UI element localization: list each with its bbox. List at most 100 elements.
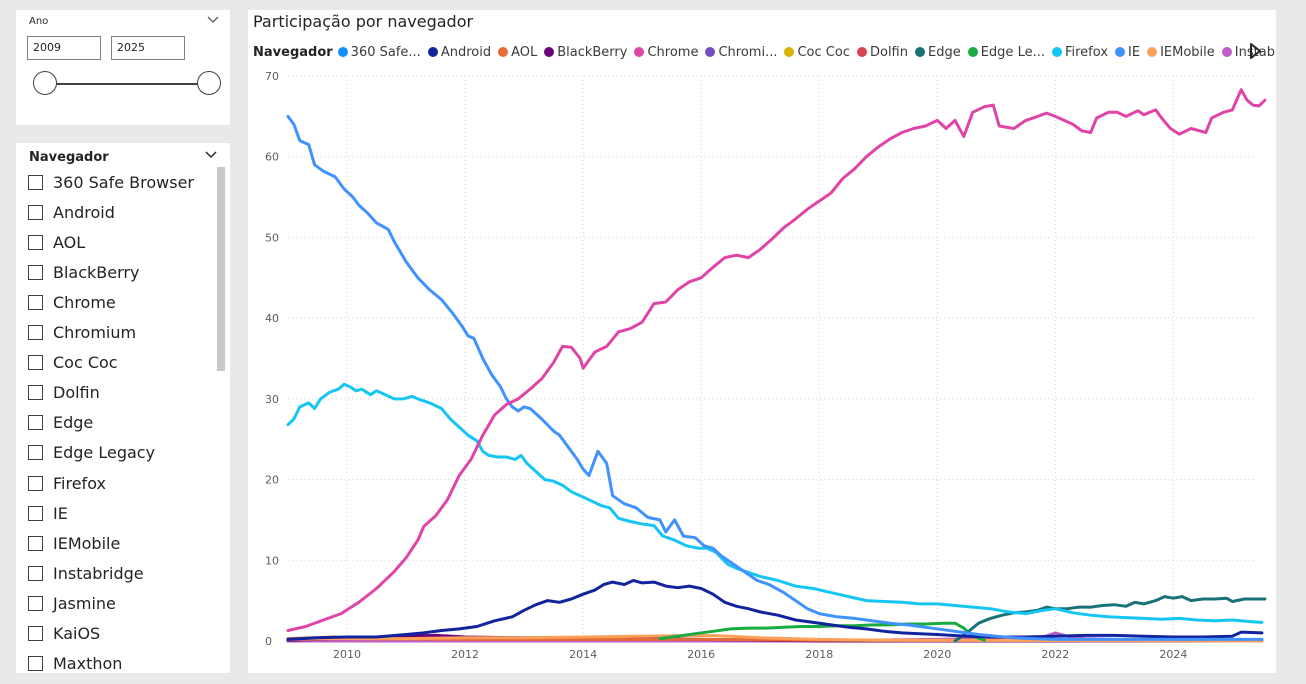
legend-item[interactable]: Edge [915, 45, 961, 60]
legend-dot [1221, 47, 1232, 57]
browser-option[interactable]: Chrome [28, 291, 116, 313]
browser-option[interactable]: Maxthon [28, 653, 122, 673]
year-slider-track[interactable] [44, 83, 210, 85]
browser-option-label: KaiOS [53, 624, 101, 643]
browser-option[interactable]: Edge Legacy [28, 442, 155, 464]
legend-dot [1147, 47, 1158, 57]
legend-item-label: IE [1128, 44, 1141, 60]
legend-item[interactable]: Chromi... [705, 45, 777, 60]
checkbox[interactable] [28, 385, 43, 401]
legend-item[interactable]: Android [427, 44, 492, 60]
legend-item[interactable]: AOL [498, 45, 537, 60]
browser-option[interactable]: KaiOS [28, 623, 100, 645]
browser-option-label: IEMobile [53, 533, 121, 553]
legend-item[interactable]: Instabri... [1221, 44, 1276, 60]
checkbox[interactable] [28, 475, 43, 491]
legend-dot [634, 47, 645, 57]
browser-option-label: IE [53, 503, 68, 523]
legend-item-label: Chrome [647, 44, 699, 60]
year-from-input[interactable]: 2009 [27, 36, 101, 60]
checkbox[interactable] [28, 204, 43, 220]
legend-item[interactable]: Coc Coc [784, 45, 850, 60]
browser-option-label: Chromium [53, 323, 137, 342]
x-tick-label: 2020 [923, 648, 951, 661]
legend-item[interactable]: IEMobile [1147, 45, 1215, 60]
checkbox[interactable] [28, 565, 43, 581]
checkbox[interactable] [28, 595, 43, 611]
legend-item-label: Instabri... [1234, 44, 1276, 60]
legend-item[interactable]: BlackBerry [544, 45, 627, 60]
browser-option-label: AOL [53, 232, 86, 252]
checkbox[interactable] [28, 325, 43, 340]
x-tick-label: 2012 [451, 648, 479, 661]
y-tick-label: 0 [265, 635, 272, 648]
checkbox[interactable] [28, 505, 43, 521]
checkbox[interactable] [28, 656, 43, 672]
legend-item-label: Android [440, 44, 492, 60]
y-tick-label: 30 [265, 393, 279, 406]
year-to-input[interactable]: 2025 [111, 36, 185, 60]
chart-legend: Navegador 360 Safe... Android AOL BlackBerr… [253, 43, 1276, 61]
browser-option-label: Instabridge [53, 563, 144, 583]
checkbox[interactable] [28, 174, 43, 190]
legend-item-label: Chromi... [718, 44, 778, 60]
checkbox[interactable] [28, 535, 43, 551]
series-line [286, 382, 1264, 624]
browser-option[interactable]: Dolfin [28, 382, 100, 404]
browser-option-label: Dolfin [53, 383, 100, 403]
browser-slicer-title: Navegador [29, 150, 109, 165]
series-line [286, 633, 1264, 643]
year-slider-start-handle[interactable] [33, 71, 57, 95]
legend-item-label: BlackBerry [557, 44, 628, 60]
browser-option[interactable]: IE [28, 502, 68, 524]
browser-option[interactable]: BlackBerry [28, 261, 139, 283]
browser-option-label: Coc Coc [53, 353, 118, 373]
checkbox[interactable] [28, 294, 43, 310]
x-tick-label: 2016 [687, 648, 715, 661]
browser-option[interactable]: AOL [28, 231, 85, 253]
y-tick-label: 10 [265, 554, 279, 567]
browser-option[interactable]: Jasmine [28, 592, 116, 614]
checkbox[interactable] [28, 445, 43, 461]
browser-option[interactable]: Coc Coc [28, 352, 118, 374]
legend-label: Navegador [253, 44, 333, 60]
legend-item[interactable]: IE [1115, 45, 1140, 60]
legend-next-arrow-icon[interactable] [1248, 41, 1262, 61]
x-tick-label: 2010 [333, 648, 361, 661]
legend-dot [705, 47, 716, 57]
browser-option[interactable]: Android [28, 201, 115, 223]
browser-option[interactable]: Edge [28, 412, 93, 434]
legend-dot [1051, 47, 1062, 57]
browser-option[interactable]: Instabridge [28, 562, 144, 584]
browser-slicer: Navegador 360 Safe Browser Android AOL Blac… [16, 143, 230, 673]
legend-item[interactable]: Chrome [634, 45, 698, 60]
legend-dot [498, 47, 509, 57]
browser-option[interactable]: Chromium [28, 322, 136, 344]
legend-dot [967, 47, 978, 57]
browser-option[interactable]: Firefox [28, 472, 106, 494]
browser-option-label: 360 Safe Browser [53, 172, 194, 192]
checkbox[interactable] [28, 264, 43, 280]
legend-dot [1115, 47, 1126, 57]
checkbox[interactable] [28, 234, 43, 250]
chevron-down-icon[interactable] [206, 14, 220, 26]
legend-item[interactable]: Edge Le... [967, 45, 1045, 60]
browser-option-label: Edge Legacy [53, 443, 156, 463]
checkbox[interactable] [28, 355, 43, 371]
legend-item[interactable]: 360 Safe... [337, 45, 421, 60]
year-slicer: Ano 2009 2025 [16, 10, 230, 125]
year-slider-end-handle[interactable] [197, 71, 221, 95]
y-tick-label: 50 [265, 231, 279, 244]
browser-list-scrollbar[interactable] [217, 167, 225, 371]
series-line [286, 88, 1267, 632]
legend-item-label: AOL [511, 44, 538, 60]
chevron-down-icon[interactable] [204, 149, 218, 161]
browser-option[interactable]: IEMobile [28, 532, 120, 554]
y-tick-label: 60 [265, 151, 279, 164]
browser-option[interactable]: 360 Safe Browser [28, 171, 194, 193]
legend-dot [544, 47, 555, 57]
legend-item[interactable]: Firefox [1051, 45, 1108, 60]
checkbox[interactable] [28, 415, 43, 431]
legend-item[interactable]: Dolfin [856, 45, 908, 60]
checkbox[interactable] [28, 626, 43, 641]
